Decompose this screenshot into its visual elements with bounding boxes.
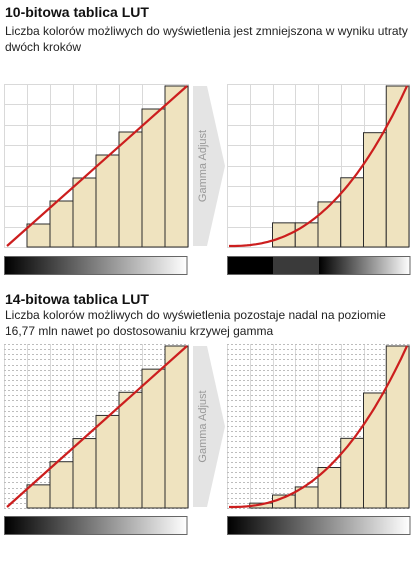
gradient-fill: [227, 516, 411, 535]
step-bar: [72, 177, 97, 248]
step-bar: [272, 222, 296, 248]
step-bar: [363, 132, 387, 248]
step-bar: [118, 131, 143, 248]
gradient-band: [319, 256, 410, 275]
gradient-fill: [4, 516, 188, 535]
gradient-band: [227, 256, 274, 275]
gradient-bar-left: [4, 256, 188, 275]
step-bar: [317, 201, 342, 248]
section-subtitle: Liczba kolorów możliwych do wyświetlenia…: [5, 24, 408, 54]
linear-lut-chart: [4, 84, 189, 248]
arrow-shape: [193, 86, 225, 246]
section-subtitle: Liczba kolorów możliwych do wyświetlenia…: [5, 308, 386, 338]
gradient-bar-right: [227, 516, 411, 535]
step-bar: [164, 345, 189, 509]
gamma-curve: [229, 345, 408, 509]
lut-14bit-section: 14-bitowa tablica LUT Liczba kolorów moż…: [0, 285, 414, 570]
step-bar: [363, 392, 387, 509]
gradient-band: [273, 256, 319, 275]
gradient-fill: [4, 256, 188, 275]
step-bar: [385, 345, 410, 509]
step-bar: [294, 222, 319, 248]
gamma-lut-chart: [227, 84, 410, 248]
linear-lut-chart: [4, 344, 189, 509]
step-bar: [385, 85, 410, 248]
step-bars: [272, 85, 410, 248]
section-title: 10-bitowa tablica LUT: [5, 4, 149, 20]
section-title: 14-bitowa tablica LUT: [5, 291, 149, 307]
step-bar: [141, 108, 166, 248]
step-bar: [118, 391, 143, 509]
arrow-label: Gamma Adjust: [197, 390, 209, 462]
step-bar: [26, 223, 51, 248]
step-bars: [249, 345, 410, 509]
gamma-curve: [229, 85, 408, 248]
step-bar: [49, 200, 74, 248]
gradient-bar-left: [4, 516, 188, 535]
lut-10bit-section: 10-bitowa tablica LUT Liczba kolorów moż…: [4, 4, 411, 275]
step-bar: [26, 484, 51, 509]
gamma-adjust-arrow: Gamma Adjust: [193, 86, 225, 246]
gradient-bar-right: [227, 256, 411, 275]
step-bar: [141, 368, 166, 509]
step-bar: [164, 85, 189, 248]
arrow-label: Gamma Adjust: [197, 130, 209, 202]
gamma-adjust-arrow: Gamma Adjust: [193, 346, 225, 507]
step-bar: [49, 461, 74, 509]
step-bar: [72, 438, 97, 509]
step-bar: [95, 154, 120, 248]
linear-curve: [6, 85, 188, 247]
gamma-lut-chart: [227, 344, 410, 509]
linear-curve: [6, 345, 188, 508]
step-bar: [95, 414, 120, 509]
gradient-frame: [227, 256, 411, 275]
step-bars: [26, 85, 189, 248]
step-bars: [26, 345, 189, 509]
arrow-shape: [193, 346, 225, 507]
